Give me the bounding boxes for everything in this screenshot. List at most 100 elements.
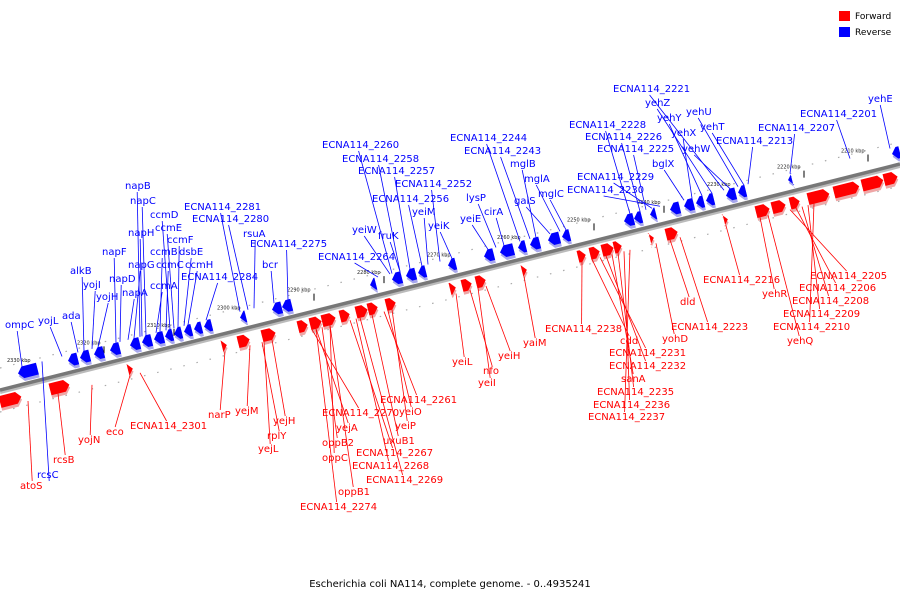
ecna114-2284-gene-label: ECNA114_2284 (181, 272, 258, 283)
scale-ticks: 2330 kbp 2320 kbp 2310 kbp 2300 kbp 2290 kbp… (7, 149, 869, 371)
mglb-leader (521, 169, 537, 238)
rcsc-leader (41, 361, 50, 482)
forward-gene-glyph (520, 265, 528, 280)
yohd-leader (655, 243, 675, 335)
ecna114-2208-leader (801, 206, 829, 297)
ecna114-2275-leader (286, 249, 289, 300)
reverse-gene-glyph (548, 231, 562, 248)
yehq-leader (767, 215, 800, 337)
yeik-gene-label: yeiK (428, 221, 450, 232)
yeio-gene-label: yeiO (399, 407, 422, 418)
forward-gene-glyph (320, 313, 337, 330)
yejh-gene-label: yejH (273, 416, 295, 427)
yeih-gene-label: yeiH (498, 351, 520, 362)
forward-gene-glyph (860, 175, 885, 195)
rcsb-gene-label: rcsB (53, 455, 75, 466)
yehy-gene-label: yehY (657, 113, 682, 124)
ecna114-2221-gene-label: ECNA114_2221 (613, 84, 690, 95)
napd-gene-label: napD (109, 274, 136, 285)
yehr-gene-label: yehR (762, 289, 787, 300)
dsbe-leader (183, 257, 192, 326)
ecna114-2281-leader (220, 212, 241, 312)
forward-gene-glyph (647, 232, 655, 248)
reverse-gene-glyph (418, 265, 428, 281)
ecna114-2256-gene-label: ECNA114_2256 (372, 194, 449, 205)
ecna114-2235-leader (617, 252, 634, 388)
ecna114-2280-gene-label: ECNA114_2280 (192, 214, 269, 225)
reverse-gene-glyph (142, 334, 154, 350)
reverse-gene-glyph (634, 211, 644, 227)
ecna114-2230-gene-label: ECNA114_2230 (567, 185, 644, 196)
yojn-gene-label: yojN (78, 435, 100, 446)
ecna114-2225-gene-label: ECNA114_2225 (597, 144, 674, 155)
scale-tick-label: 2300 kbp (217, 305, 241, 311)
forward-gene-glyph (460, 278, 473, 295)
forward-gene-glyph (338, 309, 351, 326)
ecna114-2201-leader (836, 119, 851, 159)
oppb2-gene-label: oppB2 (322, 438, 354, 449)
yeip-gene-label: yeiP (395, 421, 416, 432)
ecna114-2210-gene-label: ECNA114_2210 (773, 322, 850, 333)
reverse-gene-glyph (240, 310, 249, 326)
dld-leader (669, 239, 690, 298)
reverse-gene-glyph (448, 257, 458, 274)
mglc-leader (549, 199, 567, 231)
yehu-gene-label: yehU (686, 107, 712, 118)
reverse-gene-glyph (624, 213, 636, 229)
ecna114-2236-leader (623, 251, 630, 401)
yejm-leader (246, 345, 251, 407)
forward-legend-swatch (839, 11, 850, 21)
scale-tick-label: 2220 kbp (777, 165, 801, 171)
ecna114-2206-gene-label: ECNA114_2206 (799, 283, 876, 294)
forward-gene-glyph (0, 392, 23, 411)
ecna114-2223-leader (679, 237, 708, 323)
ecna114-2229-gene-label: ECNA114_2229 (577, 172, 654, 183)
napa-leader (127, 298, 135, 340)
reverse-gene-glyph (562, 229, 572, 245)
ecna114-2269-gene-label: ECNA114_2269 (366, 475, 443, 486)
yeie-gene-label: yeiE (460, 214, 481, 225)
ecna114-2205-leader (789, 209, 847, 272)
ecna114-2256-leader (408, 204, 423, 267)
cira-leader (495, 217, 505, 246)
reverse-gene-glyph (68, 352, 80, 369)
ecna114-2252-leader (431, 189, 441, 262)
ecna114-2258-leader (378, 164, 401, 272)
ecna114-2260-gene-label: ECNA114_2260 (322, 140, 399, 151)
reverse-gene-glyph (94, 346, 106, 362)
ecna114-2237-gene-label: ECNA114_2237 (588, 412, 665, 423)
yojh-leader (97, 302, 109, 348)
forward-gene-glyph (236, 334, 251, 351)
forward-gene-glyph (664, 227, 679, 244)
ccmh-gene-label: ccmH (185, 260, 213, 271)
reverse-gene-glyph (530, 236, 542, 253)
reverse-legend-swatch (839, 27, 850, 37)
reverse-gene-glyph (738, 184, 748, 201)
reverse-gene-glyph (670, 201, 682, 218)
narp-gene-label: narP (208, 410, 231, 421)
forward-gene-glyph (576, 250, 587, 266)
reverse-gene-glyph (684, 197, 696, 214)
reverse-gene-glyph (130, 337, 142, 353)
fruk-leader (389, 241, 401, 272)
scale-tick-label: 2330 kbp (7, 358, 31, 364)
scale-tick-label: 2320 kbp (77, 340, 101, 346)
ecna114-2268-gene-label: ECNA114_2268 (352, 461, 429, 472)
forward-gene-glyph (366, 302, 379, 319)
ecna114-2210-leader (809, 203, 815, 323)
napf-leader (113, 257, 117, 343)
reverse-gene-glyph (165, 328, 175, 345)
reverse-gene-glyph (726, 187, 738, 204)
forward-gene-glyph (308, 316, 323, 333)
ecna114-2260-leader (358, 150, 393, 274)
reverse-gene-glyph (392, 271, 404, 288)
fruk-gene-label: fruK (378, 231, 399, 242)
forward-gene-glyph (48, 379, 71, 399)
yeil-leader (455, 293, 465, 358)
forward-gene-glyph (806, 189, 831, 208)
yeiw-gene-label: yeiW (352, 225, 377, 236)
ecna114-2270-leader (311, 329, 359, 409)
ccma-gene-label: ccmA (150, 281, 178, 292)
yeht-gene-label: yehT (700, 122, 725, 133)
